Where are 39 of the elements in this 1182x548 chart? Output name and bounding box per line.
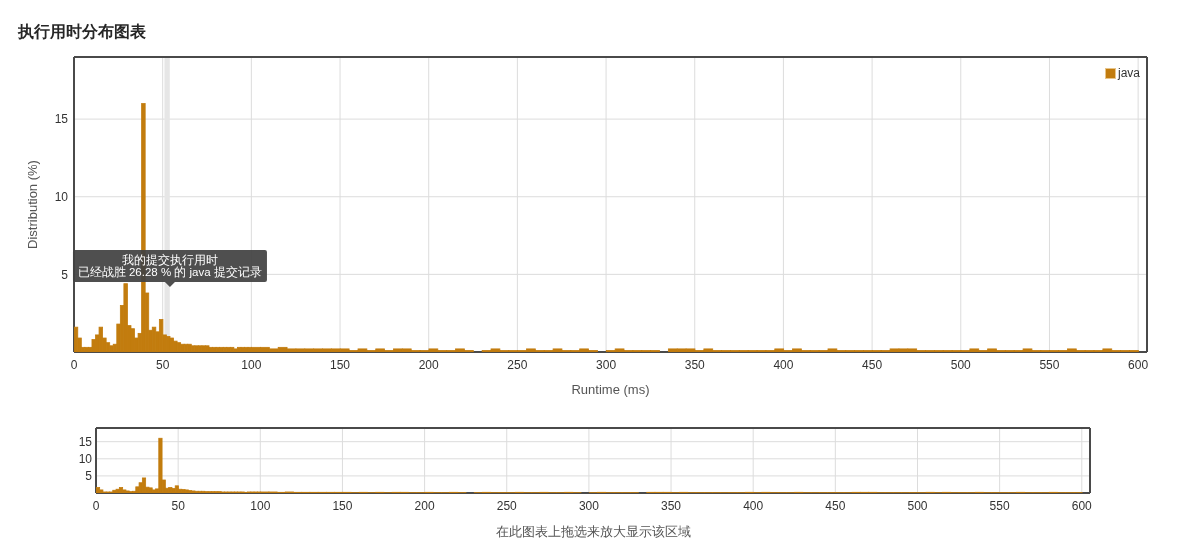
x-axis-title: 在此图表上拖选来放大显示该区域 <box>495 524 691 539</box>
x-tick-label: 150 <box>330 357 351 372</box>
x-tick-label: 0 <box>70 357 78 372</box>
x-tick-label: 450 <box>862 357 883 372</box>
y-axis-title: Distribution (%) <box>24 160 40 249</box>
x-tick-label: 250 <box>507 357 528 372</box>
y-tick-label: 5 <box>85 469 93 484</box>
y-tick-label: 15 <box>78 434 93 449</box>
y-tick-label: 5 <box>61 267 69 282</box>
x-tick-label: 200 <box>414 498 435 513</box>
x-tick-label: 200 <box>418 357 440 372</box>
x-tick-label: 500 <box>907 498 928 513</box>
x-tick-label: 300 <box>578 498 600 513</box>
x-tick-label: 500 <box>950 357 972 372</box>
x-tick-label: 450 <box>825 498 846 513</box>
legend-label: java <box>1117 66 1140 80</box>
annotation: 已经战胜 26.28 % 的 java 提交记录 <box>77 265 262 278</box>
x-tick-label: 0 <box>92 498 100 513</box>
x-tick-label: 250 <box>496 498 518 513</box>
x-tick-label: 50 <box>171 498 186 513</box>
x-tick-label: 100 <box>241 357 262 372</box>
x-tick-label: 400 <box>773 357 794 372</box>
chart-title: 执行用时分布图表 <box>18 22 146 42</box>
x-tick-label: 400 <box>743 498 764 513</box>
x-tick-label: 600 <box>1128 357 1149 372</box>
x-tick-label: 550 <box>989 498 1010 513</box>
x-tick-label: 550 <box>1039 357 1060 372</box>
x-tick-label: 50 <box>156 357 170 372</box>
x-tick-label: 350 <box>684 357 706 372</box>
x-tick-label: 100 <box>250 498 271 513</box>
y-tick-label: 15 <box>54 112 69 127</box>
y-tick-label: 10 <box>78 452 93 467</box>
x-tick-label: 600 <box>1071 498 1093 513</box>
x-tick-label: 300 <box>596 357 617 372</box>
x-tick-label: 150 <box>332 498 353 513</box>
x-tick-label: 350 <box>661 498 682 513</box>
x-axis-title: Runtime (ms) <box>571 382 650 397</box>
y-tick-label: 10 <box>54 190 69 204</box>
annotation: 我的提交执行用时 <box>121 253 218 266</box>
